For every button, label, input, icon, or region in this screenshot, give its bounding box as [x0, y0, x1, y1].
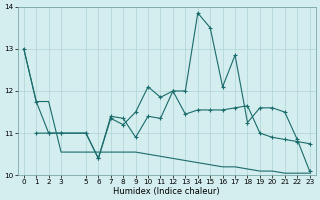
X-axis label: Humidex (Indice chaleur): Humidex (Indice chaleur) [113, 187, 220, 196]
